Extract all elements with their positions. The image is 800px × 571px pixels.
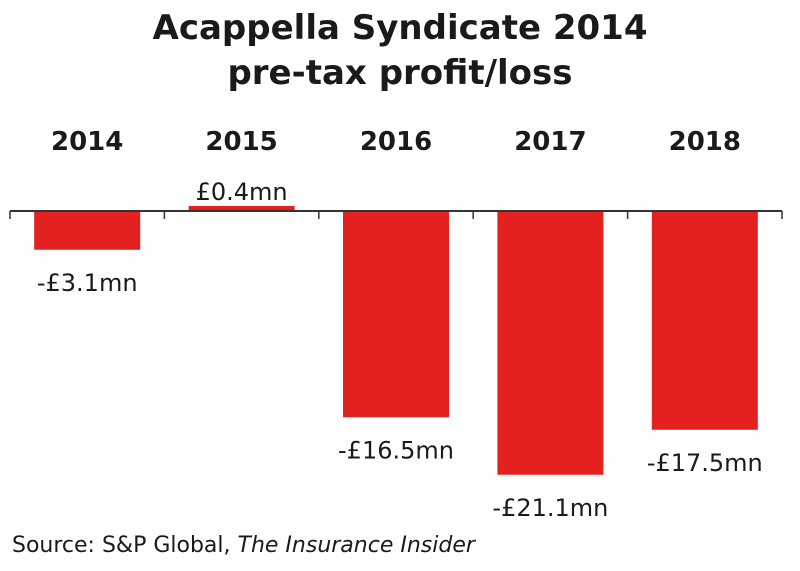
data-label: -£3.1mn <box>37 269 138 297</box>
category-label: 2015 <box>205 127 277 157</box>
source-publication: The Insurance Insider <box>237 533 475 558</box>
source-note: Source: S&P Global, The Insurance Inside… <box>12 533 475 558</box>
bar <box>497 211 604 475</box>
category-label: 2016 <box>360 127 432 157</box>
bar <box>651 211 758 430</box>
category-label: 2014 <box>51 127 123 157</box>
bar <box>188 206 295 211</box>
bars <box>34 206 758 475</box>
data-label: -£21.1mn <box>492 494 608 522</box>
chart-title-line-2: pre-tax profit/loss <box>227 53 573 93</box>
chart-title-line-1: Acappella Syndicate 2014 <box>152 8 648 48</box>
category-labels: 2014 2015 2016 2017 2018 <box>51 127 741 157</box>
source-prefix: Source: S&P Global, <box>12 533 238 558</box>
bar <box>34 211 141 250</box>
data-label: £0.4mn <box>196 178 288 206</box>
data-label: -£17.5mn <box>647 449 763 477</box>
category-label: 2017 <box>514 127 586 157</box>
chart-title: Acappella Syndicate 2014 pre-tax profit/… <box>0 6 800 96</box>
data-label: -£16.5mn <box>338 436 454 464</box>
bar <box>343 211 449 418</box>
data-labels: -£3.1mn £0.4mn -£16.5mn -£21.1mn -£17.5mn <box>37 178 763 522</box>
axis-ticks <box>9 211 783 219</box>
category-label: 2018 <box>669 127 741 157</box>
